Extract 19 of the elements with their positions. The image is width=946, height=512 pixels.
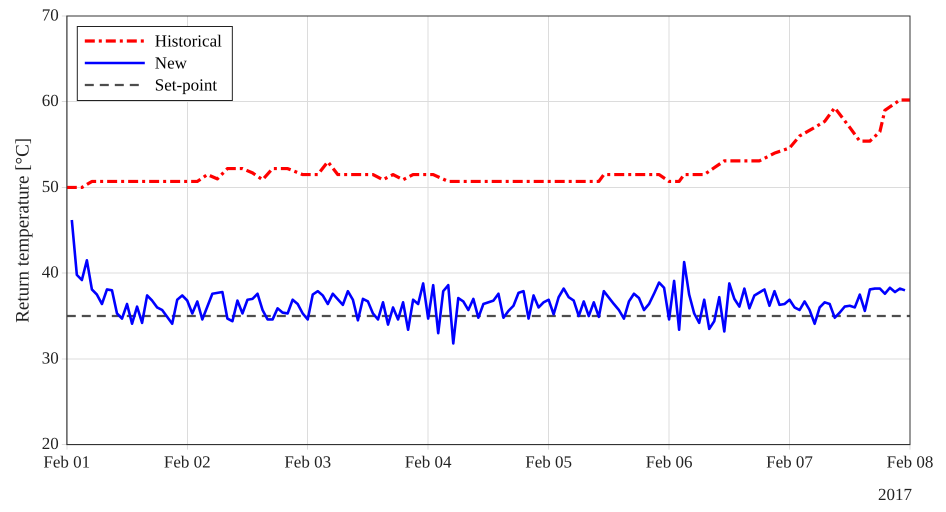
- y-tick-label: 70: [42, 5, 59, 24]
- legend-label: Set-point: [154, 75, 218, 94]
- x-tick-label: Feb 01: [43, 452, 90, 472]
- legend-label: New: [154, 53, 188, 72]
- x-tick-label: Feb 03: [284, 452, 332, 472]
- x-tick-label: Feb 07: [766, 452, 814, 472]
- legend-label: Historical: [154, 31, 222, 50]
- x-tick-label: Feb 06: [646, 452, 692, 472]
- x-tick-label: Feb 05: [525, 452, 572, 472]
- y-tick-label: 50: [42, 176, 59, 196]
- x-tick-label: Feb 04: [404, 452, 452, 472]
- y-tick-label: 30: [42, 348, 59, 368]
- y-tick-label: 60: [42, 91, 59, 110]
- y-tick-label: 40: [42, 262, 59, 282]
- text: 2017: [878, 485, 912, 504]
- x-tick-label: Feb 02: [164, 452, 211, 472]
- y-tick-label: 20: [42, 434, 59, 454]
- x-tick-label: Feb 08: [886, 452, 934, 472]
- y-axis-title: Return temperature [°C]: [12, 138, 34, 323]
